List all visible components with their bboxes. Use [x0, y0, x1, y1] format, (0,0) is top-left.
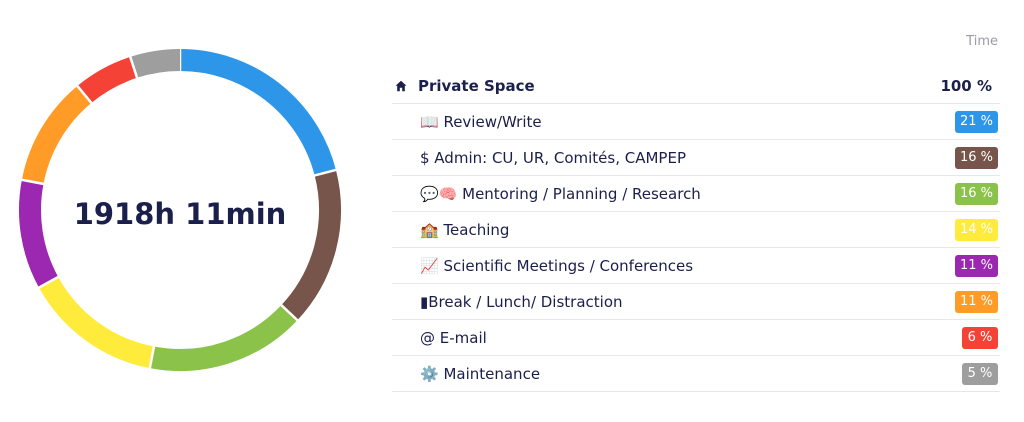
category-row[interactable]: @ E-mail 6 % [392, 320, 1000, 356]
private-space-row[interactable]: Private Space 100 % [392, 68, 1000, 104]
category-row[interactable]: 💬🧠 Mentoring / Planning / Research 16 % [392, 176, 1000, 212]
percent-badge: 11 % [954, 290, 998, 313]
category-label: @ E-mail [420, 328, 487, 347]
donut-chart: 1918h 11min [0, 30, 360, 390]
percent-badge: 16 % [954, 146, 998, 169]
slice-separator [148, 345, 156, 370]
home-icon [394, 79, 408, 93]
category-label: $ Admin: CU, UR, Comités, CAMPEP [420, 148, 687, 167]
slice-separator [313, 168, 338, 177]
time-column-header: Time [966, 34, 998, 49]
donut-svg: 1918h 11min [19, 48, 341, 371]
donut-slice[interactable] [179, 49, 336, 176]
percent-badge: 5 % [962, 362, 998, 385]
private-space-label: Private Space [418, 76, 535, 95]
category-row[interactable]: 📈 Scientific Meetings / Conferences 11 % [392, 248, 1000, 284]
donut-slice[interactable] [77, 56, 138, 104]
category-label: 📈 Scientific Meetings / Conferences [420, 256, 694, 275]
donut-slice[interactable] [21, 85, 92, 185]
category-label: 📖 Review/Write [420, 112, 542, 131]
percent-badge: 16 % [954, 182, 998, 205]
percent-badge: 6 % [962, 326, 998, 349]
category-label: 🏫 Teaching [420, 220, 510, 239]
category-label: ⚙️ Maintenance [420, 364, 541, 383]
donut-slice[interactable] [19, 179, 59, 288]
percent-badge: 14 % [954, 218, 998, 241]
slice-separator [37, 275, 60, 290]
category-row[interactable]: 📖 Review/Write 21 % [392, 104, 1000, 140]
category-label: 💬🧠 Mentoring / Planning / Research [420, 184, 701, 203]
total-time-label: 1918h 11min [74, 197, 287, 231]
donut-slice[interactable] [38, 276, 155, 369]
slice-separator [20, 178, 45, 186]
category-row[interactable]: $ Admin: CU, UR, Comités, CAMPEP 16 % [392, 140, 1000, 176]
category-label: ▮Break / Lunch/ Distraction [420, 292, 623, 311]
donut-slice[interactable] [149, 304, 298, 371]
category-table: Time Private Space 100 % 📖 Review/Write 2… [392, 34, 1000, 392]
category-row[interactable]: 🏫 Teaching 14 % [392, 212, 1000, 248]
category-row[interactable]: ⚙️ Maintenance 5 % [392, 356, 1000, 392]
percent-badge: 21 % [954, 110, 998, 133]
private-space-percent: 100 % [940, 76, 992, 95]
donut-slice[interactable] [281, 169, 341, 321]
category-row[interactable]: ▮Break / Lunch/ Distraction 11 % [392, 284, 1000, 320]
slice-separator [75, 84, 93, 105]
donut-slice[interactable] [130, 49, 181, 78]
percent-badge: 11 % [954, 254, 998, 277]
slice-separator [279, 303, 299, 322]
slice-separator [128, 55, 139, 80]
